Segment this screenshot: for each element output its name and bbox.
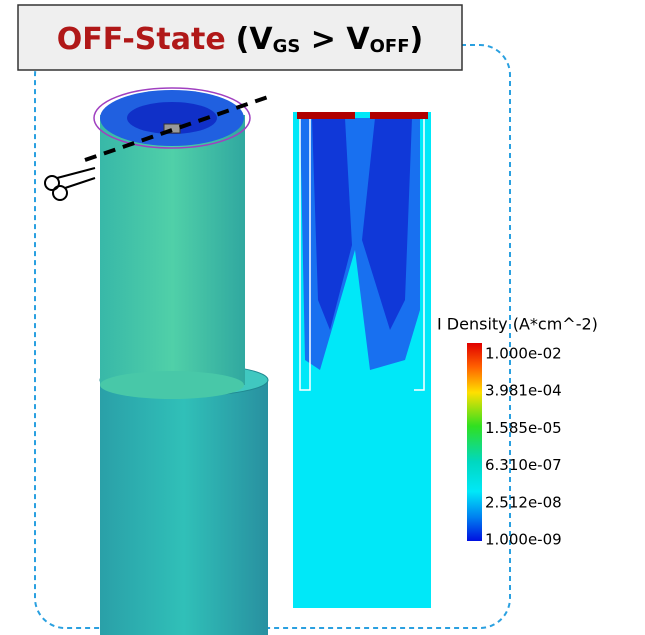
colorbar-label: 1.000e-02 — [485, 345, 562, 363]
colorbar-label: 3.981e-04 — [485, 382, 562, 400]
title-subscript: GS — [273, 36, 301, 57]
legend-title: I Density (A*cm^-2) — [437, 315, 598, 334]
title-state: OFF-State — [57, 22, 226, 57]
scissors-icon — [45, 168, 95, 200]
colorbar — [467, 343, 482, 541]
contact-right — [370, 112, 428, 119]
lower-cylinder — [100, 380, 268, 635]
colorbar-labels: 1.000e-02 3.981e-04 1.585e-05 6.310e-07 2.51… — [485, 345, 562, 549]
contact-left — [297, 112, 355, 119]
figure: OFF-State (VGS > VOFF) I Density (A*cm^-2… — [0, 0, 645, 635]
page: OFF-State (VGS > VOFF) I Density (A*cm^-2… — [0, 0, 645, 635]
upper-cylinder-base — [100, 371, 244, 399]
colorbar-label: 2.512e-08 — [485, 493, 562, 511]
colorbar-label: 6.310e-07 — [485, 456, 562, 474]
title-subscript: OFF — [370, 36, 410, 57]
title-text: (V — [236, 22, 274, 57]
upper-cylinder — [100, 115, 245, 385]
colorbar-label: 1.585e-05 — [485, 419, 562, 437]
title-text: ) — [410, 22, 424, 57]
title: OFF-State (VGS > VOFF) — [57, 22, 423, 58]
title-text: > V — [300, 22, 370, 57]
colorbar-label: 1.000e-09 — [485, 531, 562, 549]
